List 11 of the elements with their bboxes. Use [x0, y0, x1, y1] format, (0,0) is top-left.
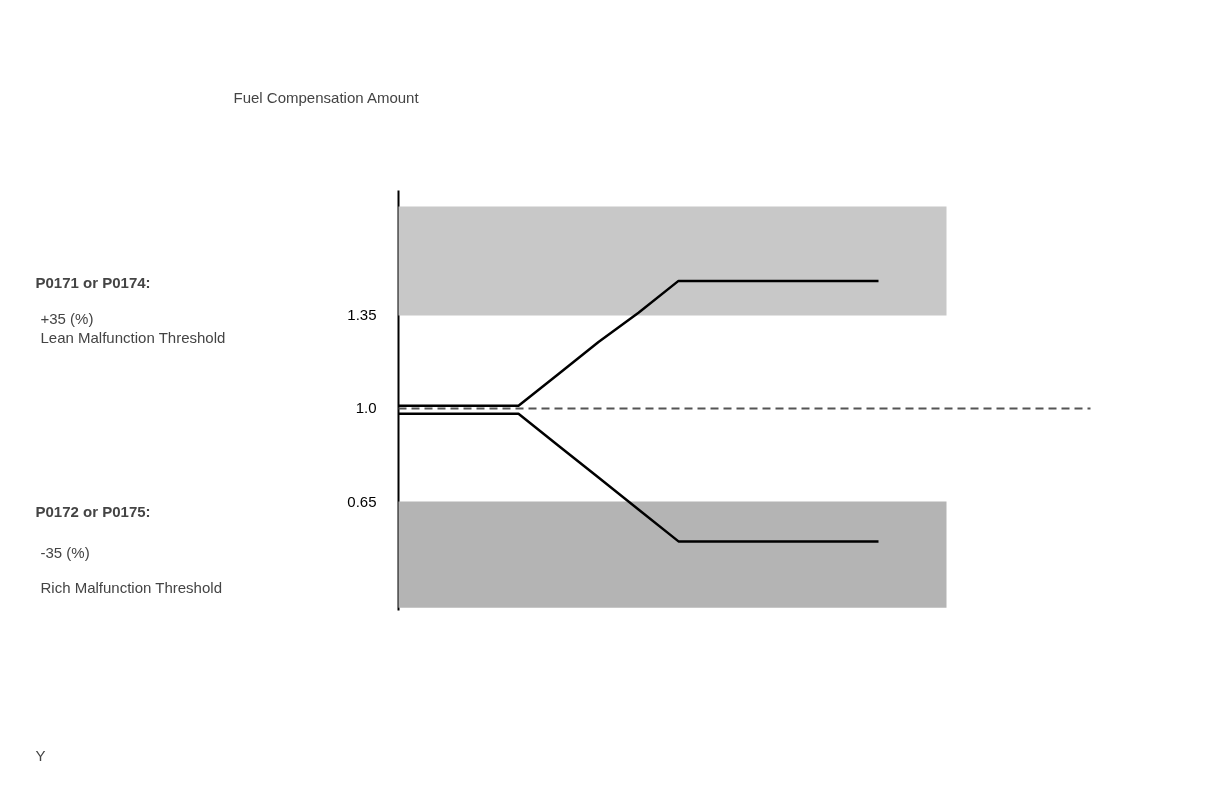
y-tick-label: 1.0 — [355, 399, 377, 417]
text: Lean Malfunction Threshold — [40, 329, 226, 346]
text: Rich Malfunction Threshold — [40, 579, 222, 596]
text: Y — [35, 747, 46, 764]
y-tick-label: 1.35 — [347, 306, 377, 324]
text: P0171 or P0174: — [35, 274, 151, 291]
text: -35 (%) — [40, 544, 90, 561]
chart-title: Fuel Compensation Amount — [233, 89, 420, 106]
text: +35 (%) — [40, 310, 94, 327]
y-tick-label: 0.65 — [347, 492, 377, 510]
text: P0172 or P0175: — [35, 503, 151, 520]
